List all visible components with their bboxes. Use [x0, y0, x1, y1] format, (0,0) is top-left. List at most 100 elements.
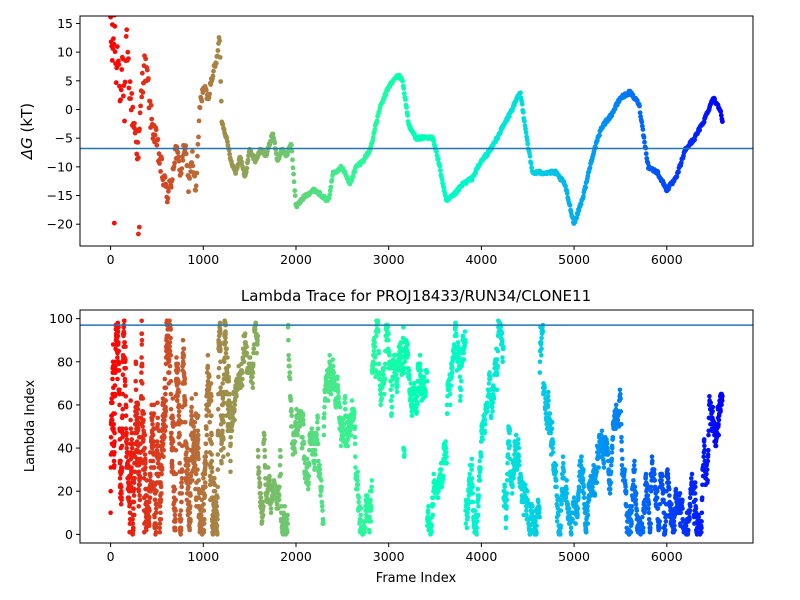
lambda-point	[217, 329, 223, 334]
dg-point	[328, 184, 334, 190]
lambda-point	[226, 363, 231, 369]
lambda-point	[470, 499, 476, 505]
lambda-point	[250, 374, 255, 380]
lambda-point	[639, 521, 645, 526]
dg-point	[164, 199, 170, 205]
lambda-point	[250, 385, 256, 391]
dg-point	[291, 179, 297, 185]
lambda-point	[447, 402, 453, 408]
lambda-point	[369, 484, 374, 490]
lambda-point	[632, 484, 638, 490]
lambda-point	[648, 525, 653, 531]
dg-point	[292, 193, 298, 199]
lambda-point	[417, 361, 423, 367]
lambda-point	[262, 447, 268, 453]
lambda-point	[131, 499, 137, 505]
lambda-point	[255, 333, 261, 339]
dg-point	[438, 168, 443, 174]
lambda-point	[150, 458, 156, 464]
lambda-point	[608, 469, 614, 475]
lambda-point	[469, 467, 474, 472]
lambda-point	[215, 512, 220, 518]
lambda-point	[282, 504, 288, 509]
lambda-point	[418, 368, 424, 373]
dg-point	[148, 102, 154, 108]
lambda-point	[375, 320, 381, 326]
lambda-point	[320, 504, 325, 509]
lambda-point	[296, 413, 302, 419]
dg-point	[152, 132, 158, 138]
lambda-point	[116, 325, 121, 330]
lambda-point	[163, 385, 169, 391]
lambda-point	[662, 523, 668, 528]
lambda-point	[255, 454, 261, 460]
lambda-point	[376, 350, 382, 356]
lambda-point	[499, 331, 505, 337]
lambda-point	[540, 329, 546, 334]
lambda-point	[506, 439, 512, 444]
lambda-point	[207, 482, 213, 488]
lambda-point	[504, 491, 510, 496]
lambda-point	[693, 497, 698, 503]
lambda-point	[536, 510, 542, 516]
dg-point	[215, 48, 221, 53]
lambda-point	[500, 359, 506, 365]
dg-x-tick-label: 3000	[373, 252, 405, 267]
dg-point	[132, 130, 138, 136]
lambda-point	[633, 501, 639, 507]
lambda-point	[443, 450, 449, 455]
lambda-point	[615, 417, 621, 423]
lambda-point	[372, 340, 377, 345]
lambda-point	[268, 510, 274, 516]
dg-point	[137, 110, 143, 116]
lambda-point	[322, 404, 327, 410]
lambda-point	[182, 398, 188, 403]
dg-point	[524, 137, 530, 143]
lambda-point	[438, 467, 444, 472]
lambda-point	[254, 350, 259, 356]
lambda-point	[455, 340, 461, 345]
lambda-point	[449, 374, 455, 380]
dg-y-tick-label: −20	[47, 217, 73, 232]
lambda-point	[495, 357, 500, 362]
lambda-point	[208, 398, 214, 403]
lambda-point	[124, 430, 129, 436]
lambda-point	[470, 491, 476, 496]
lambda-point	[285, 512, 290, 518]
lambda-point	[472, 508, 478, 513]
lambda-point	[672, 527, 677, 533]
lambda-point	[191, 424, 196, 429]
lambda-point	[491, 396, 497, 401]
lambda-point	[376, 361, 382, 367]
lambda-point	[605, 452, 611, 457]
lambda-point	[139, 355, 144, 360]
lambda-point	[642, 508, 647, 513]
dg-point	[190, 163, 196, 169]
lambda-point	[607, 486, 613, 492]
lambda-point	[539, 353, 544, 358]
lambda-point	[609, 456, 614, 462]
lambda-point	[623, 488, 629, 494]
lambda-point	[314, 437, 320, 442]
lambda-point	[144, 527, 149, 533]
lambda-point	[115, 329, 121, 334]
lambda-point	[147, 514, 152, 520]
lambda-point	[378, 402, 384, 408]
lambda-point	[195, 467, 200, 472]
lambda-point	[123, 394, 129, 399]
dg-point	[327, 192, 333, 198]
lambda-point	[537, 506, 542, 511]
lambda-point	[284, 517, 290, 522]
lambda-point	[687, 495, 693, 501]
lambda-point	[373, 361, 378, 367]
lambda-point	[317, 471, 323, 477]
lambda-point	[201, 501, 206, 507]
lambda-point	[287, 363, 292, 369]
lambda-point	[260, 499, 266, 505]
lambda-point	[447, 387, 452, 393]
lambda-point	[151, 452, 156, 457]
lambda-point	[558, 532, 563, 537]
lambda-point	[424, 370, 430, 375]
dg-point	[186, 189, 191, 195]
lambda-point	[204, 413, 209, 419]
